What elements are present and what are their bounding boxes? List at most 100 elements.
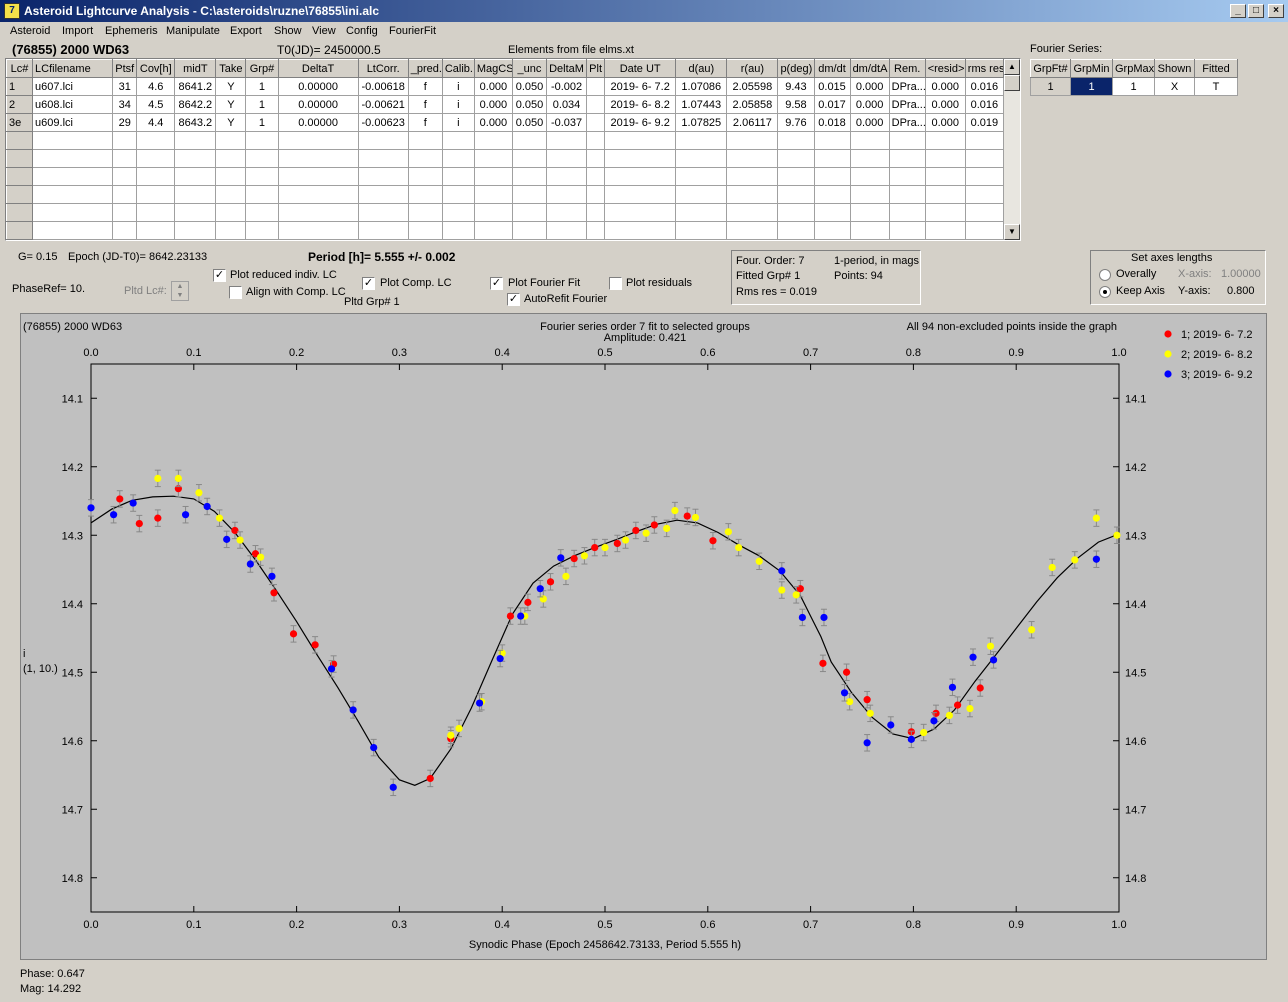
- lc-column-header[interactable]: DeltaM: [545, 59, 588, 78]
- lc-table-cell[interactable]: [726, 203, 779, 222]
- lc-table-cell[interactable]: [964, 185, 1005, 204]
- lc-column-header[interactable]: Cov[h]: [136, 59, 176, 78]
- lc-table-cell[interactable]: [473, 149, 513, 168]
- lc-column-header[interactable]: rms res: [964, 59, 1005, 78]
- lc-table-cell[interactable]: [136, 185, 176, 204]
- lc-table-cell[interactable]: -0.00623: [357, 113, 409, 132]
- lc-table-cell[interactable]: 1: [245, 113, 279, 132]
- lc-table-cell[interactable]: 4.6: [136, 77, 176, 96]
- lc-table-cell[interactable]: [511, 149, 548, 168]
- lc-table-cell[interactable]: [215, 221, 247, 240]
- lc-table-cell[interactable]: 2019- 6- 7.2: [604, 77, 677, 96]
- lc-table-row[interactable]: 1 u607.lci 31 4.6 8641.2 Y 1 0.00000 -0.00618 f i 0…: [6, 77, 1005, 96]
- lc-table-cell[interactable]: [136, 221, 176, 240]
- lc-table-cell[interactable]: [586, 95, 606, 114]
- lc-table-cell[interactable]: 8641.2: [174, 77, 217, 96]
- minimize-button[interactable]: _: [1230, 4, 1246, 18]
- lc-column-header[interactable]: DeltaT: [277, 59, 359, 78]
- lightcurve-table-scrollbar[interactable]: ▲ ▼: [1004, 59, 1020, 240]
- lc-table-cell[interactable]: [675, 149, 728, 168]
- lc-table-cell[interactable]: 1: [245, 95, 279, 114]
- menu-show[interactable]: Show: [274, 25, 302, 37]
- lc-table-cell[interactable]: [545, 149, 588, 168]
- lc-table-cell[interactable]: [604, 221, 677, 240]
- lc-table-cell[interactable]: [473, 131, 513, 150]
- lc-table-cell[interactable]: [473, 203, 513, 222]
- lc-table-cell[interactable]: [586, 203, 606, 222]
- lc-table-cell[interactable]: [849, 131, 890, 150]
- lc-table-cell[interactable]: [849, 185, 890, 204]
- lc-row-header[interactable]: 1: [6, 77, 34, 96]
- lc-table-cell[interactable]: u609.lci: [32, 113, 114, 132]
- lc-table-cell[interactable]: 2.05598: [726, 77, 779, 96]
- lc-table-cell[interactable]: [545, 221, 588, 240]
- lc-table-cell[interactable]: [964, 203, 1005, 222]
- lc-table-cell[interactable]: [849, 149, 890, 168]
- lc-table-cell[interactable]: [964, 221, 1005, 240]
- lc-row-header[interactable]: [6, 221, 34, 240]
- menu-export[interactable]: Export: [230, 25, 262, 37]
- lc-table-cell[interactable]: [112, 131, 138, 150]
- lc-table-cell[interactable]: [888, 221, 926, 240]
- lc-table-cell[interactable]: [586, 185, 606, 204]
- fourier-cell-grpmax[interactable]: 1: [1112, 77, 1155, 96]
- lc-table-cell[interactable]: [441, 203, 475, 222]
- lc-table-cell[interactable]: [174, 221, 217, 240]
- lc-table-cell[interactable]: -0.00618: [357, 77, 409, 96]
- lc-table-cell[interactable]: 0.000: [924, 77, 966, 96]
- lc-table-cell[interactable]: [407, 149, 443, 168]
- lc-table-cell[interactable]: [407, 203, 443, 222]
- lc-table-cell[interactable]: [407, 221, 443, 240]
- plot-residuals-checkbox[interactable]: [609, 277, 622, 290]
- lc-table-cell[interactable]: [586, 167, 606, 186]
- lc-table-cell[interactable]: 0.016: [964, 77, 1005, 96]
- lc-table-cell[interactable]: 34: [112, 95, 138, 114]
- lc-table-cell[interactable]: [726, 167, 779, 186]
- lc-table-cell[interactable]: [245, 149, 279, 168]
- lc-table-cell[interactable]: [604, 185, 677, 204]
- lc-column-header[interactable]: Rem.: [888, 59, 926, 78]
- lc-table-cell[interactable]: [441, 185, 475, 204]
- lc-table-cell[interactable]: 9.43: [777, 77, 815, 96]
- fourier-cell-fitted[interactable]: T: [1194, 77, 1238, 96]
- lc-table-cell[interactable]: [813, 185, 851, 204]
- lc-table-row[interactable]: [6, 221, 1005, 240]
- lc-table-cell[interactable]: f: [407, 77, 443, 96]
- lc-column-header[interactable]: Grp#: [245, 59, 279, 78]
- lc-column-header[interactable]: dm/dt: [813, 59, 851, 78]
- lc-table-cell[interactable]: [777, 167, 815, 186]
- lc-table-cell[interactable]: [888, 131, 926, 150]
- lc-table-cell[interactable]: [675, 167, 728, 186]
- lc-table-cell[interactable]: [112, 221, 138, 240]
- lc-column-header[interactable]: Plt: [586, 59, 606, 78]
- lc-table-cell[interactable]: [245, 221, 279, 240]
- lc-table-cell[interactable]: [357, 185, 409, 204]
- lc-table-cell[interactable]: [964, 167, 1005, 186]
- lc-table-cell[interactable]: i: [441, 77, 475, 96]
- align-comp-checkbox[interactable]: [229, 286, 242, 299]
- lightcurve-plot[interactable]: 0.0 0.0 0.1 0.1 0.2 0.2 0.3 0.3 0.4 0.4 0.5 0.5 0.6 0…: [21, 314, 1266, 959]
- lc-table-cell[interactable]: [511, 131, 548, 150]
- lc-table-cell[interactable]: 0.018: [813, 113, 851, 132]
- lc-table-cell[interactable]: 4.4: [136, 113, 176, 132]
- lc-table-cell[interactable]: [777, 131, 815, 150]
- lc-table-cell[interactable]: [357, 131, 409, 150]
- lc-table-cell[interactable]: 29: [112, 113, 138, 132]
- lc-column-header[interactable]: LCfilename: [32, 59, 114, 78]
- lc-table-cell[interactable]: i: [441, 95, 475, 114]
- lc-table-cell[interactable]: 0.000: [924, 95, 966, 114]
- lc-table-cell[interactable]: 31: [112, 77, 138, 96]
- lc-column-header[interactable]: Take: [215, 59, 247, 78]
- lc-table-cell[interactable]: [245, 131, 279, 150]
- lightcurve-plot-panel[interactable]: 0.0 0.0 0.1 0.1 0.2 0.2 0.3 0.3 0.4 0.4 0.5 0.5 0.6 0…: [20, 313, 1267, 960]
- lc-table-cell[interactable]: 0.019: [964, 113, 1005, 132]
- lc-column-header[interactable]: p(deg): [777, 59, 815, 78]
- lc-table-cell[interactable]: 0.050: [511, 113, 548, 132]
- lc-table-cell[interactable]: 2.05858: [726, 95, 779, 114]
- overally-radio[interactable]: [1099, 269, 1111, 281]
- scroll-down-arrow-icon[interactable]: ▼: [1004, 224, 1020, 240]
- lc-table-cell[interactable]: 1.07825: [675, 113, 728, 132]
- lc-table-cell[interactable]: [112, 167, 138, 186]
- lc-table-cell[interactable]: [277, 221, 359, 240]
- lc-table-cell[interactable]: [586, 113, 606, 132]
